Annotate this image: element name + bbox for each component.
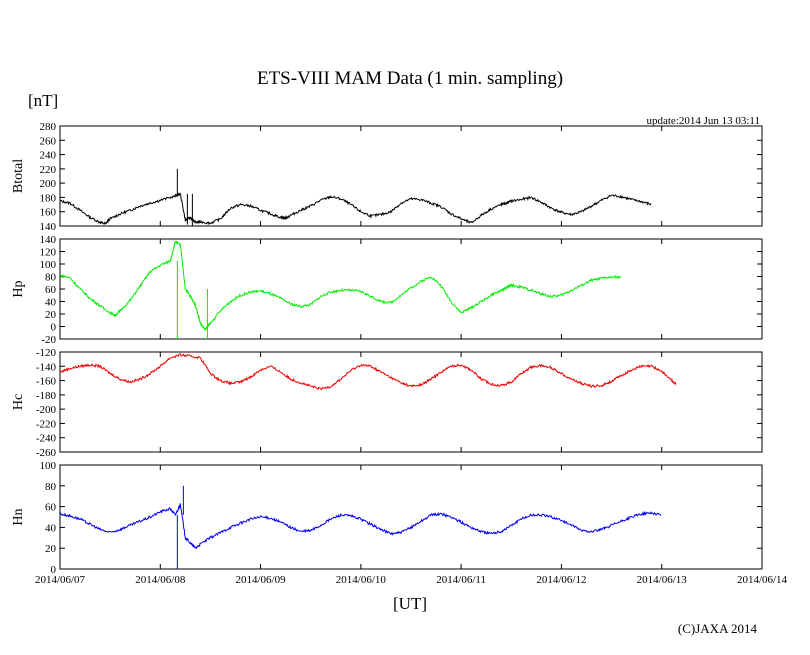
y-tick-label: 60 <box>45 284 57 296</box>
y-tick-label: 40 <box>45 522 57 534</box>
x-tick-label: 2014/06/09 <box>236 574 287 586</box>
y-tick-label: 80 <box>45 481 57 493</box>
y-axis-label: Hc <box>11 394 26 410</box>
y-tick-label: 20 <box>45 543 57 555</box>
y-tick-label: -160 <box>36 376 57 388</box>
copyright-label: (C)JAXA 2014 <box>678 621 758 636</box>
y-tick-label: -20 <box>41 334 56 346</box>
y-tick-label: 260 <box>40 135 57 147</box>
y-tick-label: -120 <box>36 347 57 359</box>
y-tick-label: 120 <box>40 247 57 259</box>
y-tick-label: 240 <box>40 150 57 162</box>
y-tick-label: -180 <box>36 390 57 402</box>
y-axis-label: Hp <box>11 280 26 297</box>
y-tick-label: 200 <box>40 178 57 190</box>
y-tick-label: 220 <box>40 164 57 176</box>
unit-label: [nT] <box>28 91 58 110</box>
panel-frame <box>59 238 763 340</box>
y-tick-label: 140 <box>40 234 57 246</box>
update-label: update:2014 Jun 13 03:11 <box>646 115 760 127</box>
panel-frame <box>59 125 763 227</box>
series-line-hp <box>60 239 622 332</box>
y-tick-label: -240 <box>36 433 57 445</box>
y-tick-label: -260 <box>36 447 57 459</box>
x-axis-label: [UT] <box>393 594 427 613</box>
y-tick-label: 180 <box>40 192 57 204</box>
panel-hn: 0 20 40 60 80 100 Hn <box>11 460 763 576</box>
y-tick-label: 0 <box>51 564 57 576</box>
y-axis-label: Hn <box>11 508 26 525</box>
y-tick-label: -220 <box>36 418 57 430</box>
x-tick-label: 2014/06/14 <box>737 574 788 586</box>
series-line-hc <box>59 353 677 391</box>
y-tick-label: 140 <box>40 221 57 233</box>
x-tick-label: 2014/06/12 <box>536 574 586 586</box>
panels: 140160180200220240260280Btotal-200204060… <box>11 121 763 576</box>
x-axis-ticks: 2014/06/07 2014/06/08 2014/06/09 2014/06/10… <box>35 574 788 586</box>
y-tick-label: 280 <box>40 121 57 133</box>
y-tick-label: 80 <box>45 272 57 284</box>
panel-btotal: 140 160 180 200 220 240 260 280 Btotal <box>11 121 763 233</box>
y-tick-label: -200 <box>36 404 57 416</box>
x-tick-label: 2014/06/08 <box>135 574 186 586</box>
panel-frame <box>59 351 763 453</box>
y-tick-label: 0 <box>51 322 57 334</box>
y-tick-label: 40 <box>45 297 57 309</box>
x-tick-label: 2014/06/13 <box>637 574 688 586</box>
panel-frame <box>59 464 763 570</box>
y-tick-label: 60 <box>45 502 57 514</box>
y-tick-label: 160 <box>40 207 57 219</box>
x-tick-label: 2014/06/11 <box>436 574 486 586</box>
chart-title: ETS-VIII MAM Data (1 min. sampling) <box>257 68 563 89</box>
y-tick-label: 100 <box>40 460 57 472</box>
x-tick-label: 2014/06/07 <box>35 574 86 586</box>
y-tick-label: 100 <box>40 259 57 271</box>
panel-hc: -260 -240 -220 -200 -180 -160 -140 -120 Hc <box>11 347 763 459</box>
y-tick-label: -140 <box>36 361 57 373</box>
y-tick-label: 20 <box>45 309 57 321</box>
y-axis-label: Btotal <box>11 159 26 193</box>
x-tick-label: 2014/06/10 <box>336 574 387 586</box>
series-line-hn <box>59 503 662 550</box>
series-line-btotal <box>59 192 652 226</box>
